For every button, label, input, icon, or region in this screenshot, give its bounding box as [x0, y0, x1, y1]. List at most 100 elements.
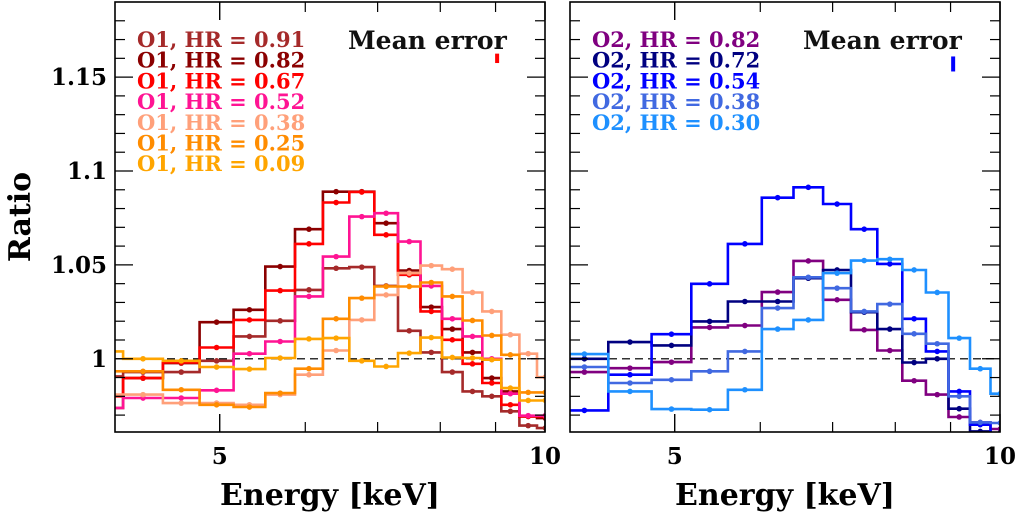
data-point [213, 401, 220, 408]
data-point [428, 304, 435, 310]
data-point [449, 293, 456, 300]
data-point [277, 390, 283, 396]
x-tick-label: 5 [212, 443, 228, 470]
data-point [213, 358, 220, 364]
data-point [449, 266, 456, 273]
series-group [99, 188, 545, 431]
legend-entry: O1, HR = 0.67 [137, 68, 305, 93]
data-point [774, 194, 781, 201]
data-point [383, 292, 389, 298]
data-point [581, 364, 588, 370]
data-point [213, 364, 220, 370]
data-point [742, 241, 748, 247]
series-line [115, 190, 545, 418]
data-point [488, 332, 495, 339]
data-point [998, 434, 1004, 440]
data-point [333, 199, 339, 206]
y-tick-label: 1.15 [51, 64, 107, 91]
data-point [507, 331, 514, 338]
data-point [178, 400, 185, 406]
data-point [449, 337, 456, 343]
plot-frame [569, 1, 1001, 433]
data-point [469, 289, 476, 296]
legend-entry: O2, HR = 0.72 [592, 48, 760, 73]
data-point [805, 274, 812, 281]
data-point [428, 349, 435, 356]
data-point [277, 318, 283, 324]
data-point [668, 376, 675, 383]
legend-entry: O2, HR = 0.38 [592, 89, 760, 114]
mean-error-label: Mean error [803, 26, 963, 55]
data-point [977, 365, 984, 372]
data-point [834, 201, 840, 207]
data-point [525, 350, 531, 357]
data-point [213, 319, 220, 325]
data-point [742, 348, 748, 355]
data-point [333, 347, 339, 354]
data-point [178, 395, 185, 401]
series-line [115, 336, 545, 402]
data-point [627, 339, 633, 345]
data-point [213, 344, 220, 351]
data-point [805, 317, 812, 323]
data-point [706, 368, 713, 375]
data-point [956, 388, 963, 395]
data-point [383, 220, 389, 226]
series-line [570, 257, 1000, 411]
data-point [306, 371, 312, 378]
data-point [469, 349, 476, 356]
legend-entry: O1, HR = 0.09 [137, 151, 305, 176]
data-point [668, 342, 675, 349]
data-point [428, 334, 435, 341]
legend-entry: O2, HR = 0.30 [592, 110, 760, 135]
data-point [449, 369, 456, 375]
data-point [861, 308, 867, 315]
data-point [934, 289, 941, 296]
data-point [805, 258, 812, 264]
legend-entry: O1, HR = 0.91 [137, 27, 305, 52]
data-point [861, 226, 867, 233]
data-point [383, 232, 389, 238]
data-point [428, 279, 435, 286]
data-point [834, 285, 840, 291]
data-point [358, 358, 365, 364]
data-point [277, 338, 283, 345]
data-point [449, 315, 456, 322]
data-point [333, 253, 339, 260]
data-point [488, 393, 495, 400]
data-point [306, 293, 312, 300]
data-point [742, 386, 748, 393]
data-point [581, 351, 588, 357]
data-point [469, 333, 476, 340]
data-point [306, 241, 312, 247]
data-point [627, 388, 633, 395]
legend-entry: O1, HR = 0.82 [137, 48, 305, 73]
x-axis-label-right: Energy [keV] [675, 478, 895, 513]
data-point [246, 317, 253, 323]
legend-entry: O2, HR = 0.54 [592, 68, 760, 93]
data-point [449, 326, 456, 332]
data-point [934, 348, 941, 355]
data-point [306, 287, 312, 293]
data-point [706, 318, 713, 325]
data-point [178, 358, 185, 364]
data-point [449, 354, 456, 361]
data-point [668, 406, 675, 412]
data-point [358, 189, 365, 195]
data-point [887, 326, 893, 332]
data-point [140, 391, 146, 398]
data-point [934, 340, 941, 347]
data-point [887, 301, 893, 307]
data-point [99, 392, 105, 398]
data-point [507, 352, 514, 358]
x-axis-label-left: Energy [keV] [220, 478, 440, 513]
data-point [358, 317, 365, 323]
data-point [140, 375, 146, 381]
data-point [861, 257, 867, 264]
legend-entry: O1, HR = 0.52 [137, 89, 305, 114]
data-point [246, 306, 253, 313]
data-point [834, 270, 840, 276]
